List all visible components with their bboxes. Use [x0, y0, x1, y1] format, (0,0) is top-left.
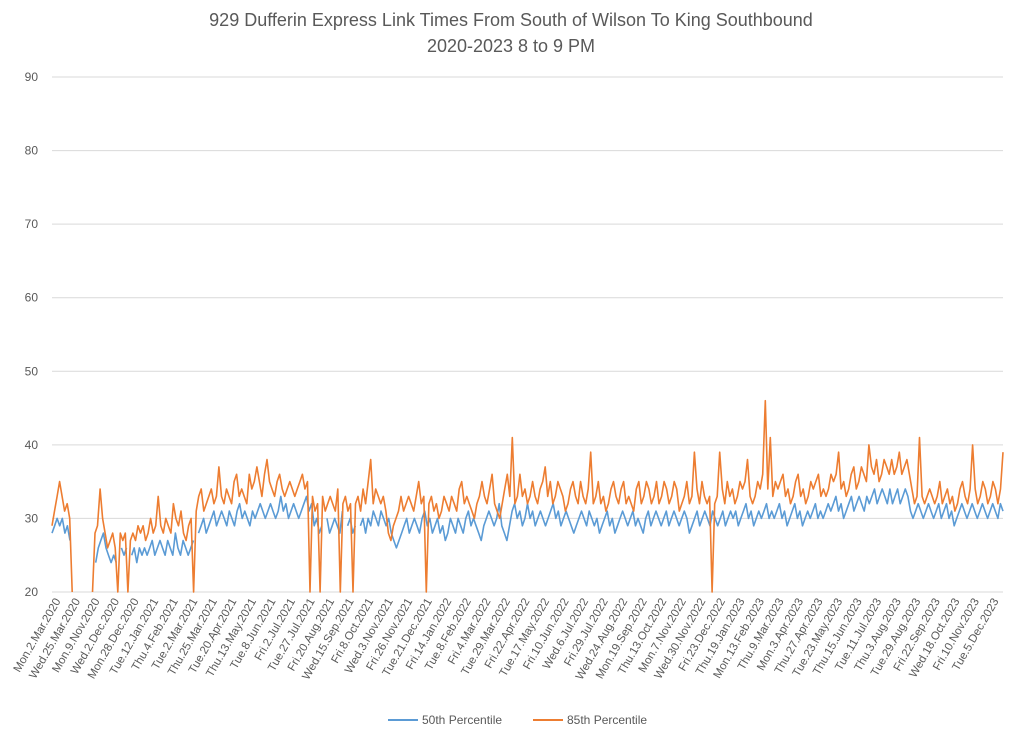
y-tick-label: 30 — [25, 511, 39, 525]
series-lines — [51, 399, 1004, 593]
y-tick-label: 20 — [25, 585, 39, 599]
legend: 50th Percentile 85th Percentile — [388, 713, 647, 727]
y-axis-ticks: 20 30 40 50 60 70 80 90 — [25, 70, 39, 599]
y-tick-label: 40 — [25, 438, 39, 452]
y-tick-label: 90 — [25, 70, 39, 84]
x-axis-ticks: Mon.2.Mar.2020Wed.25.Mar.2020Mon.9.Nov.2… — [12, 596, 1002, 682]
series-line-p85 — [51, 399, 1004, 593]
chart-title: 929 Dufferin Express Link Times From Sou… — [209, 10, 813, 30]
y-tick-label: 50 — [25, 364, 39, 378]
y-tick-label: 60 — [25, 291, 39, 305]
y-tick-label: 80 — [25, 144, 39, 158]
chart-subtitle: 2020-2023 8 to 9 PM — [427, 36, 595, 56]
legend-label: 50th Percentile — [422, 713, 502, 727]
legend-label: 85th Percentile — [567, 713, 647, 727]
gridlines — [52, 76, 1003, 593]
y-tick-label: 70 — [25, 217, 39, 231]
